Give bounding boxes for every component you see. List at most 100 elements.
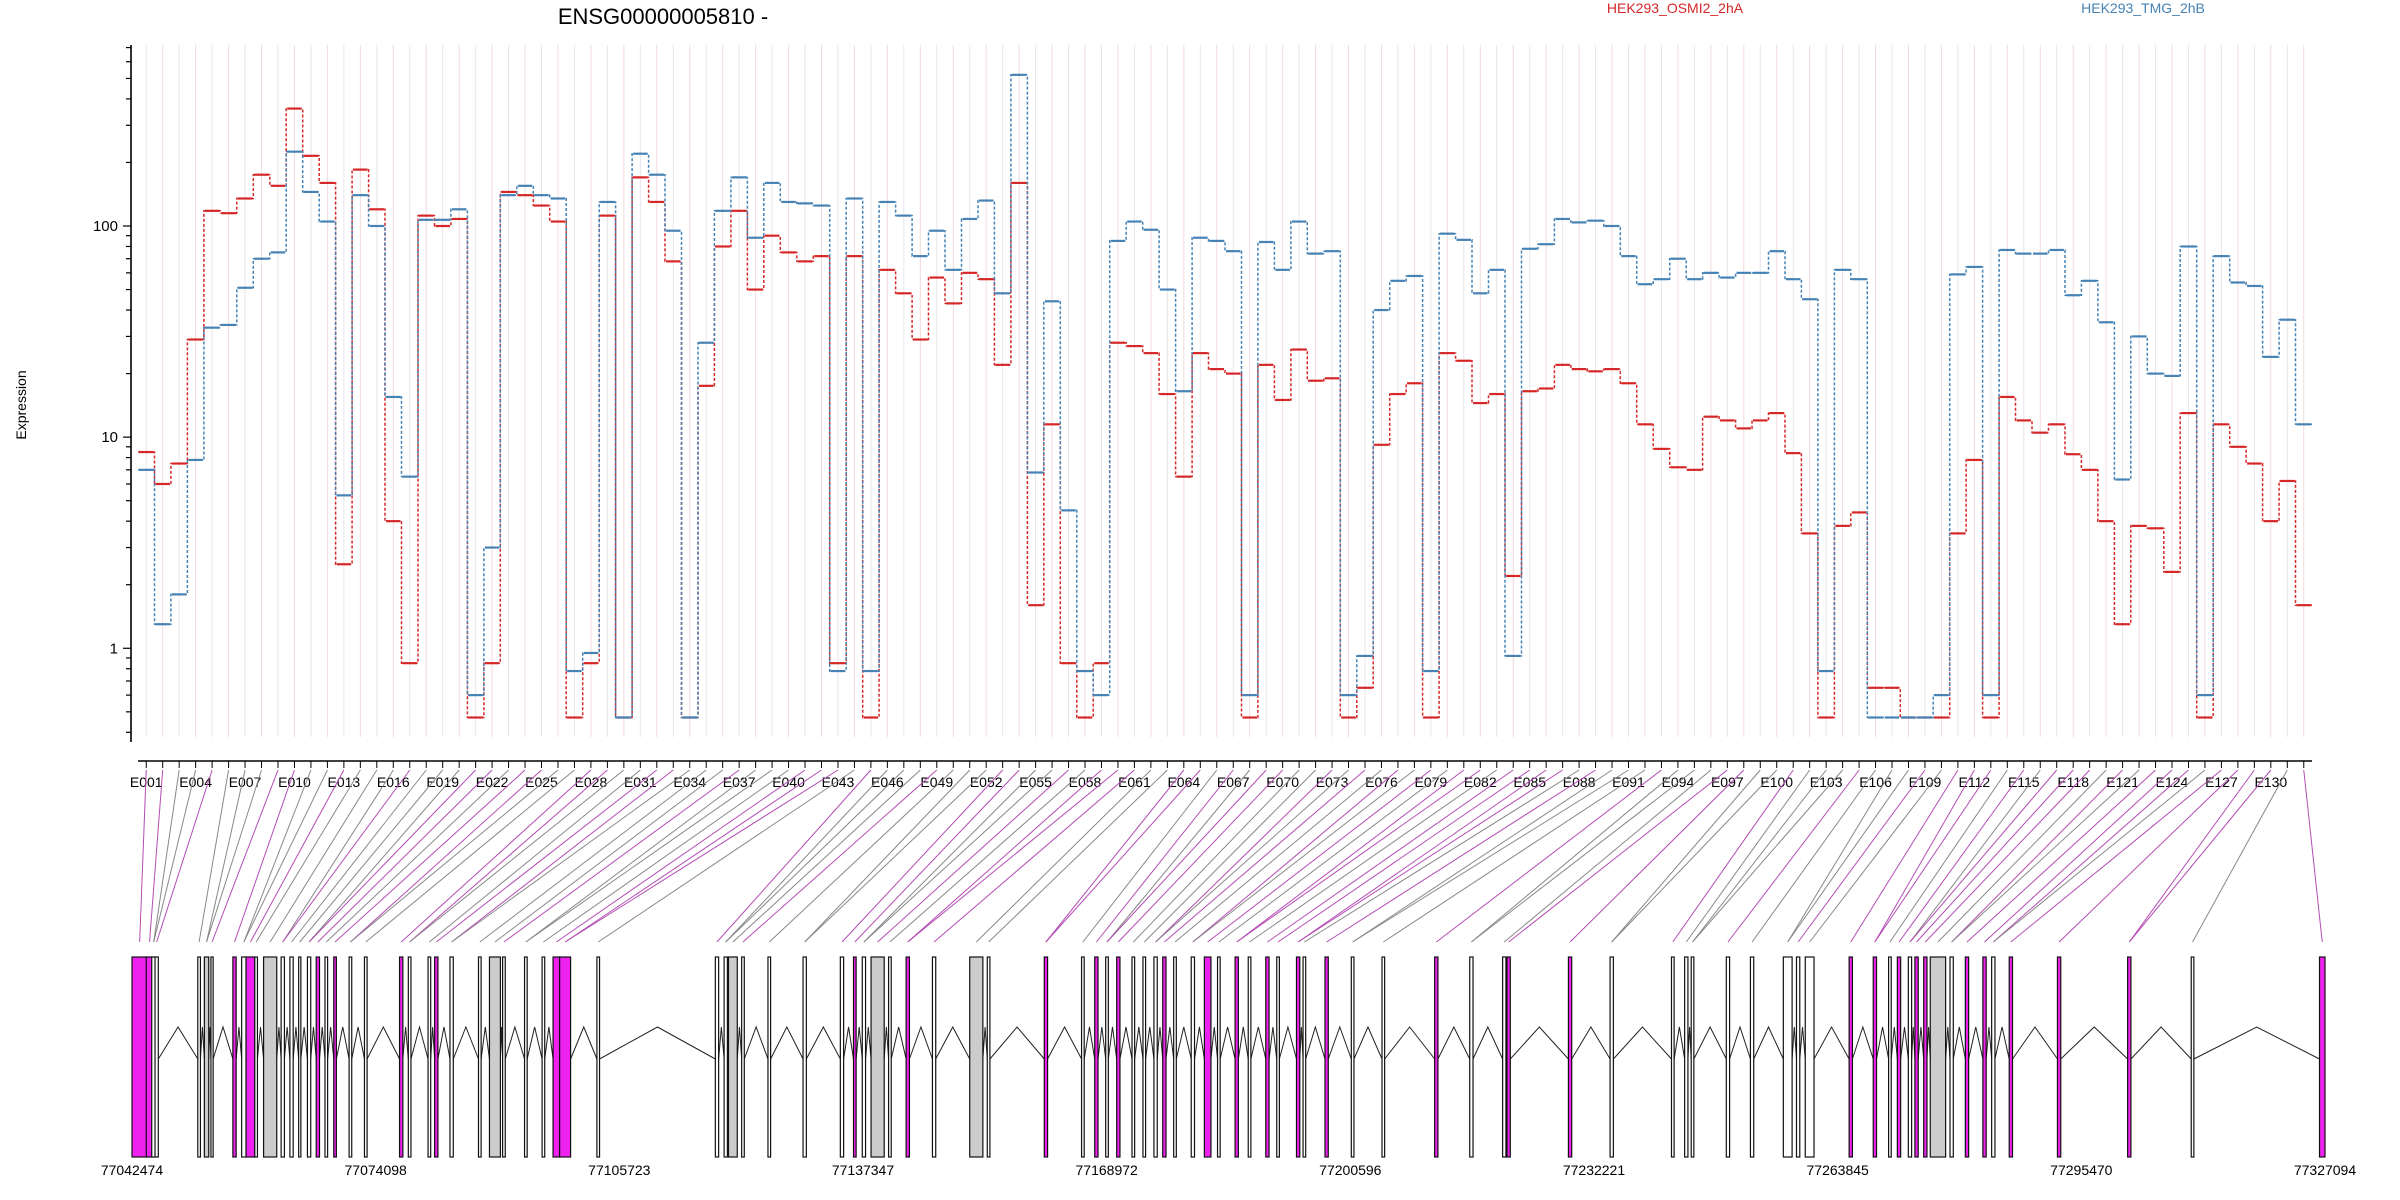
intron-line — [212, 1025, 234, 1060]
exon-connector — [1277, 769, 1530, 943]
x-tick-label: E112 — [1959, 774, 1991, 790]
exon-box — [488, 956, 502, 1158]
exon-connector — [804, 769, 971, 943]
exon-box — [333, 956, 337, 1158]
exon-connector — [1383, 769, 1646, 943]
intron-line — [883, 1026, 890, 1060]
exon-connector — [1082, 769, 1218, 943]
exon-box — [887, 956, 892, 1158]
exon-connector — [1966, 769, 2156, 943]
exon-connector — [556, 769, 806, 943]
exon-connector — [1435, 769, 1662, 943]
exon-box — [1502, 956, 1507, 1158]
intron-line — [743, 1025, 769, 1060]
exon-box — [131, 956, 148, 1158]
intron-line — [2130, 1026, 2192, 1060]
exon-box — [852, 956, 857, 1158]
exon-connector — [1809, 769, 1942, 943]
exon-connector — [206, 769, 262, 943]
exon-connector — [255, 769, 361, 943]
genomic-tick-label: 77105723 — [588, 1162, 651, 1178]
intron-line — [1165, 1026, 1175, 1060]
intron-line — [2012, 1026, 2058, 1060]
exon-connector — [1143, 769, 1316, 943]
exon-connector — [1236, 769, 1481, 943]
exon-box — [714, 956, 720, 1158]
intron-line — [1156, 1026, 1164, 1060]
chart-title: ENSG00000005810 - — [558, 4, 768, 29]
x-tick-label: E103 — [1810, 774, 1843, 790]
genomic-tick-label: 77137347 — [832, 1162, 895, 1178]
exon-connector — [1174, 769, 1382, 943]
intron-line — [1437, 1025, 1471, 1060]
exon-box — [1203, 956, 1212, 1158]
exon-box — [1162, 956, 1167, 1158]
x-tick-label: E076 — [1365, 774, 1398, 790]
x-tick-label: E130 — [2254, 774, 2287, 790]
exon-connector — [153, 769, 180, 943]
exon-connector — [1164, 769, 1366, 943]
exon-connector — [1045, 769, 1185, 943]
exon-box — [1929, 956, 1947, 1158]
intron-line — [1791, 1026, 1797, 1060]
intron-line — [300, 1026, 308, 1060]
intron-line — [1613, 1026, 1672, 1060]
intron-line — [480, 1026, 490, 1060]
intron-line — [256, 1026, 265, 1060]
exon-connector — [1106, 769, 1251, 943]
exon-connector — [1924, 769, 2091, 943]
intron-line — [1994, 1026, 2010, 1060]
exon-box — [1964, 956, 1970, 1158]
exon-connector — [243, 769, 312, 943]
intron-line — [276, 1026, 282, 1060]
exon-box — [245, 956, 256, 1158]
exon-connector — [1992, 769, 2189, 943]
intron-line — [1917, 1026, 1925, 1060]
intron-line — [1890, 1026, 1898, 1060]
exon-connector — [1797, 769, 1926, 943]
y-axis-label: Expression — [13, 370, 29, 439]
axes: 1 10 100 — [93, 45, 2312, 762]
intron-line — [157, 1026, 199, 1060]
exon-box — [398, 956, 404, 1158]
intron-line — [1968, 1026, 1984, 1060]
exon-connector — [249, 769, 345, 943]
exon-connector — [1297, 769, 1563, 943]
intron-line — [1693, 1025, 1727, 1060]
intron-line — [1729, 1025, 1751, 1060]
intron-line — [1851, 1025, 1874, 1060]
x-tick-label: E004 — [179, 774, 212, 790]
x-tick-label: E067 — [1217, 774, 1250, 790]
intron-line — [1753, 1025, 1784, 1060]
exon-connector — [350, 769, 542, 943]
intron-line — [351, 1026, 365, 1060]
exon-connector — [282, 769, 394, 943]
gene-model — [131, 956, 2326, 1158]
exon-box — [1804, 956, 1815, 1158]
exon-connector — [1297, 769, 1547, 943]
exon-box — [154, 956, 159, 1158]
exon-connector — [863, 769, 1036, 943]
exon-connector — [1889, 769, 2008, 943]
exon-connector — [1692, 769, 1827, 943]
x-tick-label: E058 — [1069, 774, 1102, 790]
exon-connector — [299, 769, 444, 943]
intron-line — [235, 1026, 243, 1060]
genomic-tick-label: 77232221 — [1563, 1162, 1626, 1178]
exon-connectors — [139, 769, 2323, 943]
exon-connector — [597, 769, 855, 943]
intron-line — [437, 1026, 451, 1060]
x-tick-label: E022 — [476, 774, 509, 790]
intron-line — [1047, 1025, 1083, 1060]
exon-connector — [1692, 769, 1843, 943]
exon-box — [727, 956, 738, 1158]
intron-line — [1876, 1026, 1890, 1060]
genomic-tick-label: 77074098 — [345, 1162, 408, 1178]
genomic-tick-label: 77263845 — [1807, 1162, 1870, 1178]
intron-line — [935, 1025, 971, 1060]
exon-connector — [988, 769, 1168, 943]
genomic-tick-label: 77327094 — [2294, 1162, 2357, 1178]
exon-box — [1302, 956, 1307, 1158]
exon-box — [1469, 956, 1474, 1158]
exon-box — [541, 956, 546, 1158]
